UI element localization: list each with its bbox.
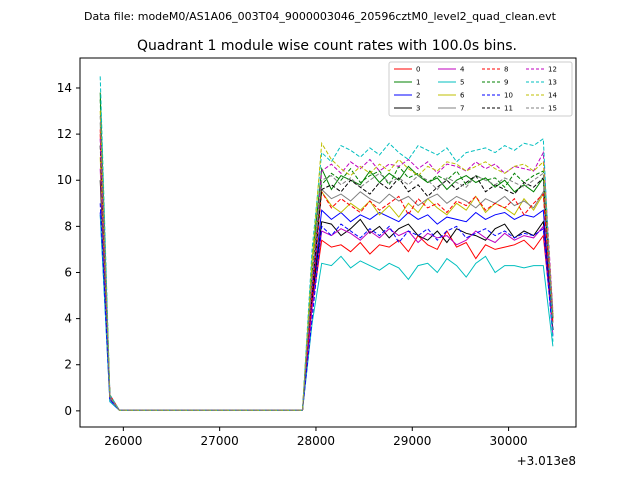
chart-title: Quadrant 1 module wise count rates with …	[137, 38, 517, 54]
series-line-11	[99, 145, 554, 411]
legend-label-10: 10	[504, 92, 513, 100]
legend-label-9: 9	[504, 79, 508, 87]
axes-frame	[79, 57, 577, 428]
x-tick-label: 28000	[297, 434, 335, 448]
legend-label-3: 3	[416, 105, 420, 113]
y-tick-label: 2	[64, 358, 72, 372]
legend-label-11: 11	[504, 105, 513, 113]
series-line-1	[99, 92, 554, 411]
legend-label-0: 0	[416, 66, 420, 74]
y-tick-label: 8	[64, 219, 72, 233]
legend-label-14: 14	[548, 92, 557, 100]
series-line-7	[99, 122, 554, 411]
legend-label-6: 6	[460, 92, 465, 100]
y-tick-label: 0	[64, 404, 72, 418]
legend-label-1: 1	[416, 79, 420, 87]
series-line-14	[99, 110, 554, 411]
legend-label-8: 8	[504, 66, 508, 74]
series-line-9	[99, 99, 554, 411]
series-line-6	[99, 157, 554, 411]
legend-label-13: 13	[548, 79, 557, 87]
legend-label-12: 12	[548, 66, 557, 74]
legend-label-2: 2	[416, 92, 420, 100]
plot-lines	[99, 76, 554, 411]
x-offset-label: +3.013e8	[517, 454, 576, 468]
x-tick-label: 26000	[104, 434, 142, 448]
y-tick-label: 6	[64, 265, 72, 279]
figure-suptitle: Data file: modeM0/AS1A06_003T04_90000030…	[84, 10, 557, 23]
y-tick-label: 10	[57, 173, 72, 187]
series-line-8	[99, 129, 554, 411]
y-tick-label: 14	[57, 81, 72, 95]
legend-box	[388, 61, 573, 117]
legend-label-7: 7	[460, 105, 464, 113]
y-tick-label: 12	[57, 127, 72, 141]
series-line-10	[99, 203, 554, 411]
y-tick-label: 4	[64, 312, 72, 326]
x-tick-label: 27000	[201, 434, 239, 448]
series-line-0	[99, 134, 554, 411]
legend-label-4: 4	[460, 66, 465, 74]
legend-label-5: 5	[460, 79, 464, 87]
x-tick-label: 30000	[489, 434, 527, 448]
series-line-4	[99, 168, 554, 411]
x-tick-label: 29000	[393, 434, 431, 448]
legend-label-15: 15	[548, 105, 557, 113]
series-line-15	[99, 115, 554, 411]
